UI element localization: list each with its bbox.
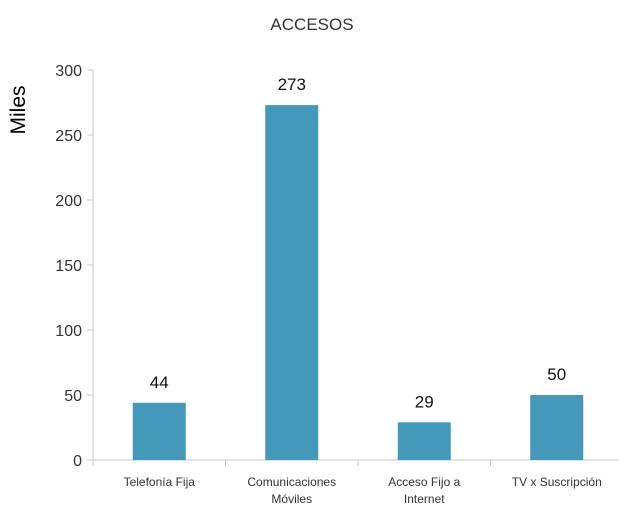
y-tick-label: 0 <box>73 453 82 470</box>
x-tick-label: TV x Suscripción <box>512 475 602 489</box>
bar <box>132 402 186 460</box>
y-tick-label: 50 <box>64 388 82 405</box>
chart-title: ACCESOS <box>270 15 353 34</box>
y-tick-label: 150 <box>55 258 82 275</box>
bar <box>265 105 319 460</box>
x-tick-label: Acceso Fijo a <box>388 475 460 489</box>
bars <box>132 105 584 460</box>
y-tick-label: 200 <box>55 193 82 210</box>
y-axis: 0 50 100 150 200 250 300 <box>55 63 94 470</box>
x-axis: Telefonía Fija Comunicaciones Móviles Acces… <box>92 459 619 506</box>
data-label: 29 <box>415 392 434 411</box>
data-label: 50 <box>547 365 566 384</box>
y-tick-label: 250 <box>55 128 82 145</box>
data-label: 44 <box>150 373 169 392</box>
x-tick-label: Móviles <box>271 492 312 506</box>
data-labels: 44 273 29 50 <box>150 75 566 411</box>
y-tick-label: 300 <box>55 63 82 80</box>
x-tick-label: Internet <box>404 492 445 506</box>
y-axis-label: Miles <box>7 85 30 134</box>
x-tick-label: Telefonía Fija <box>124 475 196 489</box>
bar <box>530 395 584 460</box>
x-tick-label: Comunicaciones <box>247 475 336 489</box>
y-tick-label: 100 <box>55 323 82 340</box>
data-label: 273 <box>278 75 306 94</box>
bar <box>397 422 451 460</box>
